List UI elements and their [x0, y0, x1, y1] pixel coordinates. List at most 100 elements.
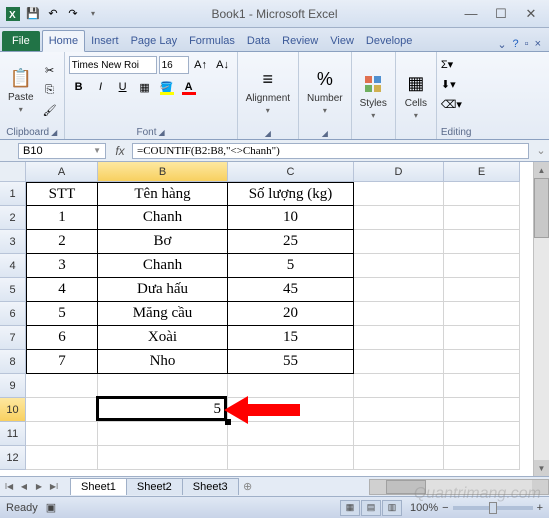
- cell-A5[interactable]: 4: [26, 278, 98, 302]
- cell-C1[interactable]: Số lượng (kg): [228, 182, 354, 206]
- cell-A3[interactable]: 2: [26, 230, 98, 254]
- cut-button[interactable]: ✂: [40, 61, 60, 79]
- name-box[interactable]: B10 ▼: [18, 143, 106, 159]
- cell-E7[interactable]: [444, 326, 520, 350]
- cell-E5[interactable]: [444, 278, 520, 302]
- cell-D9[interactable]: [354, 374, 444, 398]
- tab-data[interactable]: Data: [241, 31, 276, 51]
- tab-review[interactable]: Review: [276, 31, 324, 51]
- autosum-button[interactable]: Σ▾: [441, 55, 453, 73]
- cell-C8[interactable]: 55: [228, 350, 354, 374]
- paste-button[interactable]: 📋 Paste ▾: [4, 55, 38, 125]
- italic-button[interactable]: I: [91, 77, 111, 97]
- cell-D1[interactable]: [354, 182, 444, 206]
- cell-D2[interactable]: [354, 206, 444, 230]
- bold-button[interactable]: B: [69, 77, 89, 97]
- cell-A8[interactable]: 7: [26, 350, 98, 374]
- row-header-8[interactable]: 8: [0, 350, 26, 374]
- font-size-select[interactable]: [159, 56, 189, 74]
- fill-handle[interactable]: [225, 419, 231, 425]
- col-header-B[interactable]: B: [98, 162, 228, 182]
- cell-E4[interactable]: [444, 254, 520, 278]
- cell-C3[interactable]: 25: [228, 230, 354, 254]
- cell-C12[interactable]: [228, 446, 354, 470]
- row-header-6[interactable]: 6: [0, 302, 26, 326]
- formula-input[interactable]: [132, 143, 529, 159]
- cell-B7[interactable]: Xoài: [98, 326, 228, 350]
- format-painter-button[interactable]: 🖌: [40, 101, 60, 119]
- cell-E8[interactable]: [444, 350, 520, 374]
- maximize-button[interactable]: ☐: [487, 5, 515, 23]
- cell-E10[interactable]: [444, 398, 520, 422]
- clipboard-launcher[interactable]: ◢: [51, 128, 57, 137]
- borders-button[interactable]: ▦: [135, 77, 155, 97]
- cell-A4[interactable]: 3: [26, 254, 98, 278]
- cell-E12[interactable]: [444, 446, 520, 470]
- row-header-11[interactable]: 11: [0, 422, 26, 446]
- font-launcher[interactable]: ◢: [159, 128, 165, 137]
- tab-view[interactable]: View: [324, 31, 360, 51]
- cell-D3[interactable]: [354, 230, 444, 254]
- cell-D4[interactable]: [354, 254, 444, 278]
- alignment-button[interactable]: ≡ Alignment ▾: [242, 55, 294, 127]
- redo-icon[interactable]: ↷: [64, 5, 82, 23]
- tab-home[interactable]: Home: [42, 30, 85, 52]
- fill-button[interactable]: ⬇▾: [441, 75, 456, 93]
- name-box-dropdown-icon[interactable]: ▼: [93, 146, 101, 155]
- cell-E11[interactable]: [444, 422, 520, 446]
- cell-D7[interactable]: [354, 326, 444, 350]
- cell-C10[interactable]: [228, 398, 354, 422]
- copy-button[interactable]: ⎘: [40, 81, 60, 99]
- font-name-select[interactable]: [69, 56, 157, 74]
- horizontal-scrollbar[interactable]: [369, 479, 549, 495]
- number-button[interactable]: % Number ▾: [303, 55, 347, 127]
- cell-A9[interactable]: [26, 374, 98, 398]
- help-icon[interactable]: ?: [513, 38, 519, 51]
- sheet-first-button[interactable]: I◀: [2, 479, 16, 495]
- fx-button[interactable]: fx: [108, 144, 132, 158]
- row-header-5[interactable]: 5: [0, 278, 26, 302]
- cell-C2[interactable]: 10: [228, 206, 354, 230]
- cell-B3[interactable]: Bơ: [98, 230, 228, 254]
- cell-C11[interactable]: [228, 422, 354, 446]
- row-header-12[interactable]: 12: [0, 446, 26, 470]
- normal-view-button[interactable]: ▦: [340, 500, 360, 516]
- number-launcher[interactable]: ◢: [322, 129, 328, 138]
- sheet-prev-button[interactable]: ◀: [17, 479, 31, 495]
- cell-C7[interactable]: 15: [228, 326, 354, 350]
- cell-E2[interactable]: [444, 206, 520, 230]
- page-layout-view-button[interactable]: ▤: [361, 500, 381, 516]
- scroll-left-button[interactable]: [370, 480, 386, 494]
- cell-B4[interactable]: Chanh: [98, 254, 228, 278]
- page-break-view-button[interactable]: ▥: [382, 500, 402, 516]
- scroll-right-button[interactable]: [532, 480, 548, 494]
- vscroll-thumb[interactable]: [534, 178, 549, 238]
- cell-D5[interactable]: [354, 278, 444, 302]
- undo-icon[interactable]: ↶: [44, 5, 62, 23]
- zoom-in-button[interactable]: +: [537, 502, 543, 514]
- macro-record-icon[interactable]: ▣: [46, 501, 56, 514]
- row-header-2[interactable]: 2: [0, 206, 26, 230]
- cell-E3[interactable]: [444, 230, 520, 254]
- scroll-down-button[interactable]: ▼: [534, 460, 549, 476]
- cell-A12[interactable]: [26, 446, 98, 470]
- row-header-7[interactable]: 7: [0, 326, 26, 350]
- tab-formulas[interactable]: Formulas: [183, 31, 241, 51]
- close-button[interactable]: ✕: [517, 5, 545, 23]
- clear-button[interactable]: ⌫▾: [441, 95, 462, 113]
- ribbon-close-icon[interactable]: ×: [535, 38, 541, 51]
- cell-B9[interactable]: [98, 374, 228, 398]
- sheet-next-button[interactable]: ▶: [32, 479, 46, 495]
- tab-page-layout[interactable]: Page Lay: [125, 31, 183, 51]
- cells-button[interactable]: ▦ Cells ▾: [400, 55, 432, 136]
- cell-D12[interactable]: [354, 446, 444, 470]
- row-header-10[interactable]: 10: [0, 398, 26, 422]
- select-all-corner[interactable]: [0, 162, 26, 182]
- underline-button[interactable]: U: [113, 77, 133, 97]
- scroll-up-button[interactable]: ▲: [534, 162, 549, 178]
- sheet-tab-1[interactable]: Sheet1: [70, 478, 127, 495]
- minimize-button[interactable]: —: [457, 5, 485, 23]
- font-color-button[interactable]: A: [179, 77, 199, 97]
- cells[interactable]: STTTên hàngSố lượng (kg)1Chanh102Bơ253Ch…: [26, 182, 520, 470]
- qat-dropdown-icon[interactable]: ▾: [84, 5, 102, 23]
